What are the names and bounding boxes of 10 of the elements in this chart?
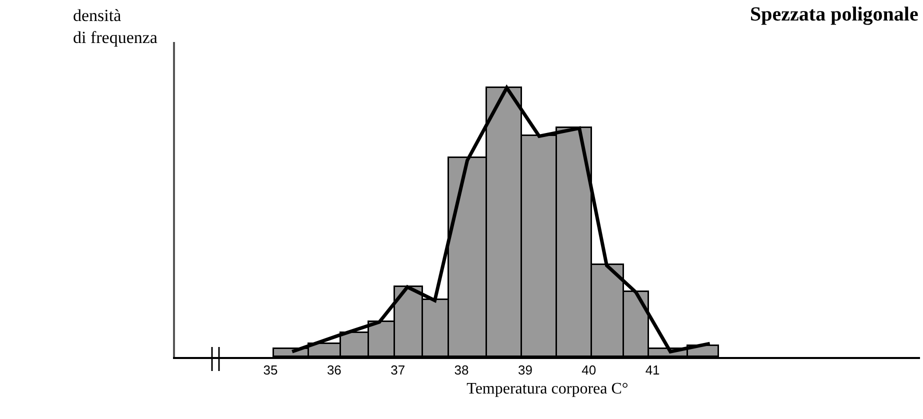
x-tick-label: 36 — [326, 362, 342, 378]
x-axis-title: Temperatura corporea C° — [466, 380, 628, 398]
x-tick-label: 35 — [263, 362, 278, 378]
chart-title: Spezzata poligonale — [750, 3, 918, 26]
x-tick-label: 38 — [454, 362, 469, 378]
x-tick-label: 40 — [582, 362, 596, 378]
x-tick-label: 41 — [645, 362, 660, 378]
x-tick-label: 37 — [390, 362, 406, 378]
x-tick-label: 39 — [518, 362, 532, 378]
y-axis-title: densità di frequenza — [73, 6, 158, 48]
